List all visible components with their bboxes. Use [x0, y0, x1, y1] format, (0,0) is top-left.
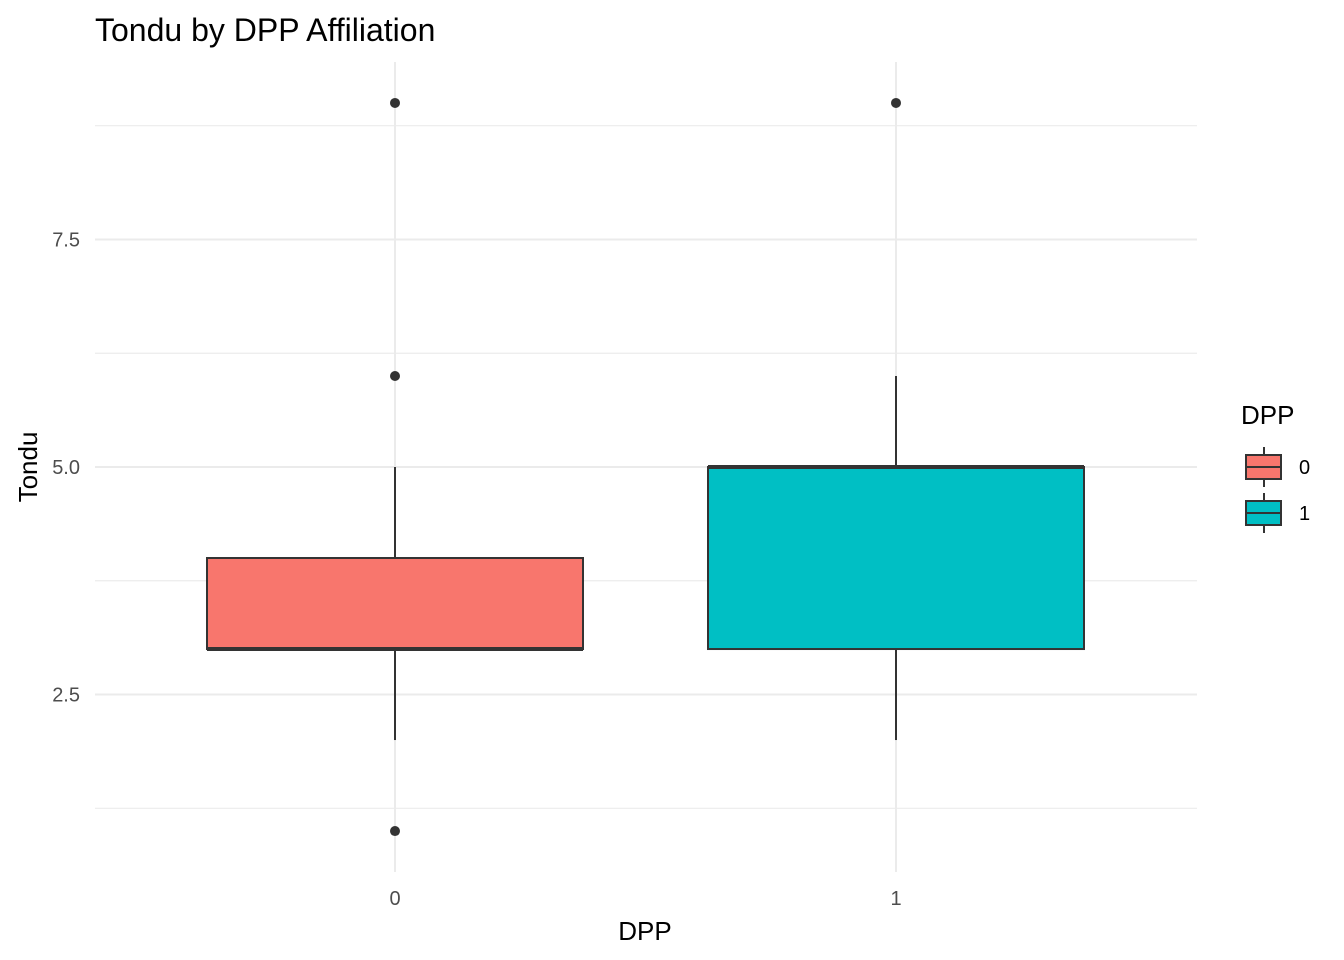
x-axis-title: DPP [618, 916, 671, 946]
legend-key-1: 1 [1245, 493, 1310, 533]
legend-title: DPP [1241, 400, 1294, 430]
box-1 [707, 466, 1085, 651]
chart-title: Tondu by DPP Affiliation [95, 12, 435, 48]
legend-label: 1 [1299, 503, 1310, 525]
legend-key-0: 0 [1245, 447, 1310, 487]
outlier-point [390, 370, 400, 381]
y-tick-label: 7.5 [52, 229, 80, 251]
outlier-point [390, 97, 400, 108]
box-0 [206, 557, 584, 651]
y-axis-title: Tondu [13, 432, 43, 503]
x-tick-label: 0 [389, 888, 400, 910]
legend-keys: 01 [1245, 447, 1310, 533]
x-tick-label: 1 [890, 888, 901, 910]
box-group-0 [206, 97, 584, 837]
box-group-1 [707, 97, 1085, 741]
outlier-point [891, 97, 901, 108]
outlier-point [390, 826, 400, 837]
legend-label: 0 [1299, 457, 1310, 479]
legend: DPP 01 [1241, 400, 1310, 533]
boxes [206, 97, 1085, 837]
y-tick-label: 2.5 [52, 685, 80, 707]
y-axis-ticks: 2.5 5.0 7.5 [52, 229, 80, 706]
y-tick-label: 5.0 [52, 457, 80, 479]
